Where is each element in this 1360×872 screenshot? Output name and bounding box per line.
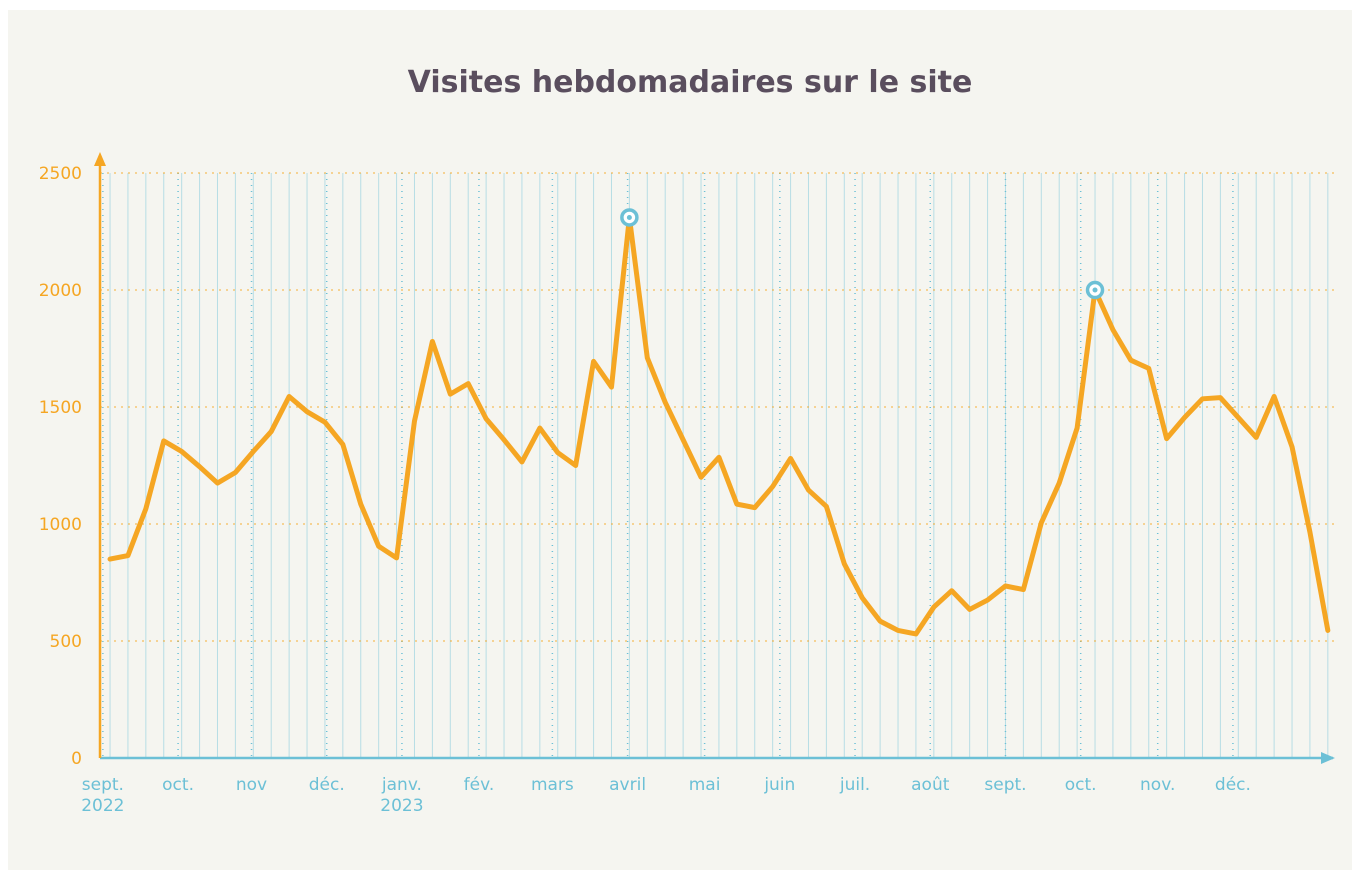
highlight-dot bbox=[626, 214, 632, 220]
x-tick-label: janv. 2023 bbox=[380, 775, 423, 816]
x-tick-label: mars bbox=[531, 775, 574, 795]
x-tick-label: fév. bbox=[464, 775, 495, 795]
chart-title: Visites hebdomadaires sur le site bbox=[408, 65, 973, 100]
x-tick-label: sept. bbox=[984, 775, 1026, 795]
x-axis-arrow bbox=[1321, 752, 1335, 764]
x-tick-label: mai bbox=[689, 775, 721, 795]
y-tick-label: 2000 bbox=[39, 281, 82, 301]
y-tick-label: 1500 bbox=[39, 398, 82, 418]
highlight-dot bbox=[1092, 287, 1098, 293]
line bbox=[107, 214, 1331, 637]
y-tick-label: 500 bbox=[50, 632, 82, 652]
x-tick-label: sept. 2022 bbox=[81, 775, 124, 816]
x-tick-label: juil. bbox=[839, 775, 870, 795]
x-tick-label: nov bbox=[236, 775, 267, 795]
y-tick-label: 0 bbox=[71, 749, 82, 769]
x-tick-label: déc. bbox=[1215, 775, 1251, 795]
x-tick-label: août bbox=[911, 775, 950, 795]
x-tick-label: oct. bbox=[1065, 775, 1097, 795]
x-tick-label: nov. bbox=[1140, 775, 1175, 795]
panel bbox=[8, 10, 1352, 870]
x-tick-label: oct. bbox=[162, 775, 194, 795]
x-tick-label: juin bbox=[763, 775, 795, 795]
x-tick-label: avril bbox=[609, 775, 646, 795]
y-tick-label: 1000 bbox=[39, 515, 82, 535]
y-tick-label: 2500 bbox=[39, 164, 82, 184]
y-axis-arrow bbox=[94, 152, 106, 166]
x-tick-label: déc. bbox=[309, 775, 345, 795]
